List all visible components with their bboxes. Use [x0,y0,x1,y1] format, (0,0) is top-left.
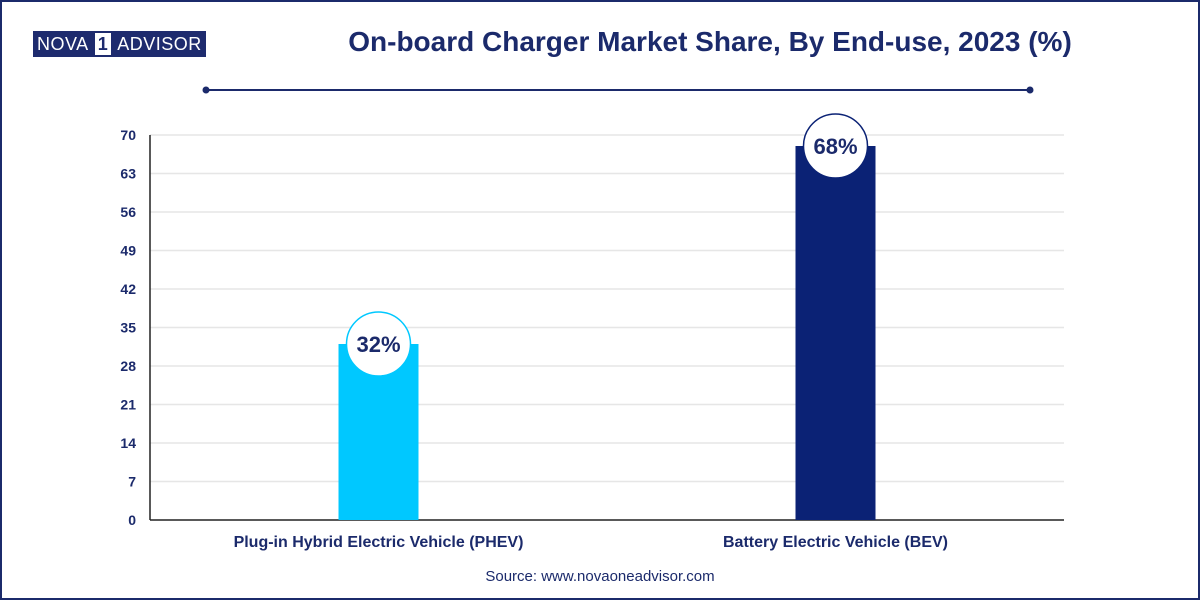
y-tick-label: 14 [120,435,136,451]
title-divider [202,86,1034,94]
y-tick-label: 56 [120,204,136,220]
y-tick-label: 70 [120,127,136,143]
y-tick-label: 35 [120,320,136,336]
y-tick-label: 7 [128,474,136,490]
y-tick-label: 0 [128,512,136,528]
y-tick-label: 21 [120,397,136,413]
bar [795,146,876,520]
gridlines [150,134,1064,483]
x-tick-label: Plug-in Hybrid Electric Vehicle (PHEV) [234,534,524,551]
logo-number: 1 [92,31,114,57]
y-tick-label: 49 [120,243,136,259]
data-label-bubble [345,311,412,377]
y-tick-label: 28 [120,358,136,374]
bars: 32% 68% [338,113,876,520]
chart-title: On-board Charger Market Share, By End-us… [348,26,1072,57]
x-tick-label: Battery Electric Vehicle (BEV) [723,534,948,551]
brand-logo: NOVA 1 ADVISOR [33,31,206,57]
logo-text-nova: NOVA [33,31,93,57]
data-label: 32% [356,332,400,357]
data-label: 68% [813,134,857,159]
data-label-bubble [802,113,869,179]
logo-text-advisor: ADVISOR [113,31,206,57]
axes: 0 7 14 21 28 35 42 49 56 63 70 Plug-in Hybrid Elect… [120,127,1064,551]
source-note: Source: www.novaoneadvisor.com [485,568,715,585]
y-tick-label: 42 [120,281,136,297]
y-tick-label: 63 [120,166,136,182]
